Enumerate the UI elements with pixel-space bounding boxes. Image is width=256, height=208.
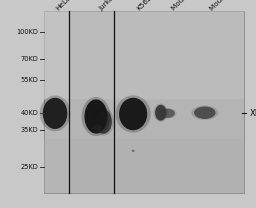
Bar (69, 139, 244, 193)
Ellipse shape (93, 124, 102, 134)
Ellipse shape (191, 105, 218, 120)
Ellipse shape (155, 105, 166, 121)
Text: 100KD: 100KD (17, 29, 38, 35)
Bar (44, 139, 69, 193)
Ellipse shape (82, 97, 110, 136)
Text: HeLa: HeLa (55, 0, 72, 11)
Ellipse shape (159, 108, 177, 119)
Ellipse shape (84, 99, 108, 134)
Bar (44, 11, 69, 193)
Bar (69, 11, 244, 99)
Ellipse shape (40, 95, 70, 131)
Text: XPA: XPA (250, 109, 256, 118)
Text: 40KD: 40KD (21, 110, 38, 116)
Ellipse shape (93, 108, 114, 136)
Ellipse shape (95, 110, 112, 134)
Text: 35KD: 35KD (21, 127, 38, 133)
Ellipse shape (119, 98, 147, 130)
Ellipse shape (194, 106, 216, 119)
Text: 55KD: 55KD (21, 77, 38, 83)
Ellipse shape (132, 150, 135, 152)
Text: 70KD: 70KD (21, 56, 38, 62)
Ellipse shape (115, 95, 151, 133)
Text: 25KD: 25KD (21, 165, 38, 170)
Text: Mouse liver: Mouse liver (170, 0, 204, 11)
Ellipse shape (43, 98, 67, 129)
Text: Jurkat: Jurkat (99, 0, 118, 11)
Ellipse shape (154, 104, 168, 122)
Bar (44, 11, 69, 99)
Text: K562: K562 (136, 0, 153, 11)
Ellipse shape (161, 109, 175, 118)
Text: Mouse kidney: Mouse kidney (209, 0, 248, 11)
Bar (69, 11, 244, 193)
